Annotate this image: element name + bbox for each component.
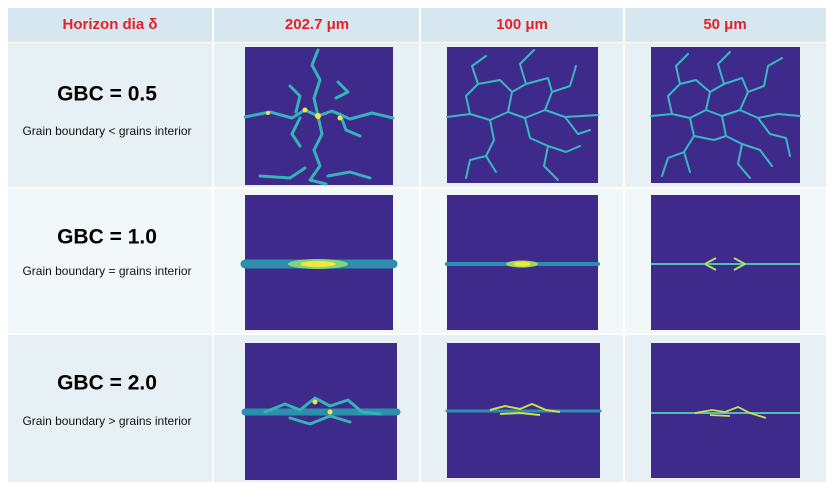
hotspot [303,108,308,113]
hotspot [514,262,530,267]
hotspot [300,261,336,267]
hotspot [338,116,343,121]
hotspot [315,113,321,119]
result-image [651,195,800,330]
row-title: GBC = 1.0 [57,226,157,249]
header-cell: Horizon dia δ [63,16,158,33]
row-title: GBC = 0.5 [57,83,157,106]
row-subtitle: Grain boundary = grains interior [22,264,191,278]
header-cell: 100 μm [496,16,548,33]
hotspot [266,111,270,115]
header-cell: 202.7 μm [285,16,349,33]
result-image [651,343,800,478]
figure-table: Horizon dia δ 202.7 μm 100 μm 50 μm GBC … [0,0,826,482]
row-subtitle: Grain boundary < grains interior [22,124,191,138]
row-subtitle: Grain boundary > grains interior [22,414,191,428]
row-title: GBC = 2.0 [57,372,157,395]
hotspot [328,410,333,415]
hotspot [313,400,318,405]
header-cell: 50 μm [703,16,746,33]
